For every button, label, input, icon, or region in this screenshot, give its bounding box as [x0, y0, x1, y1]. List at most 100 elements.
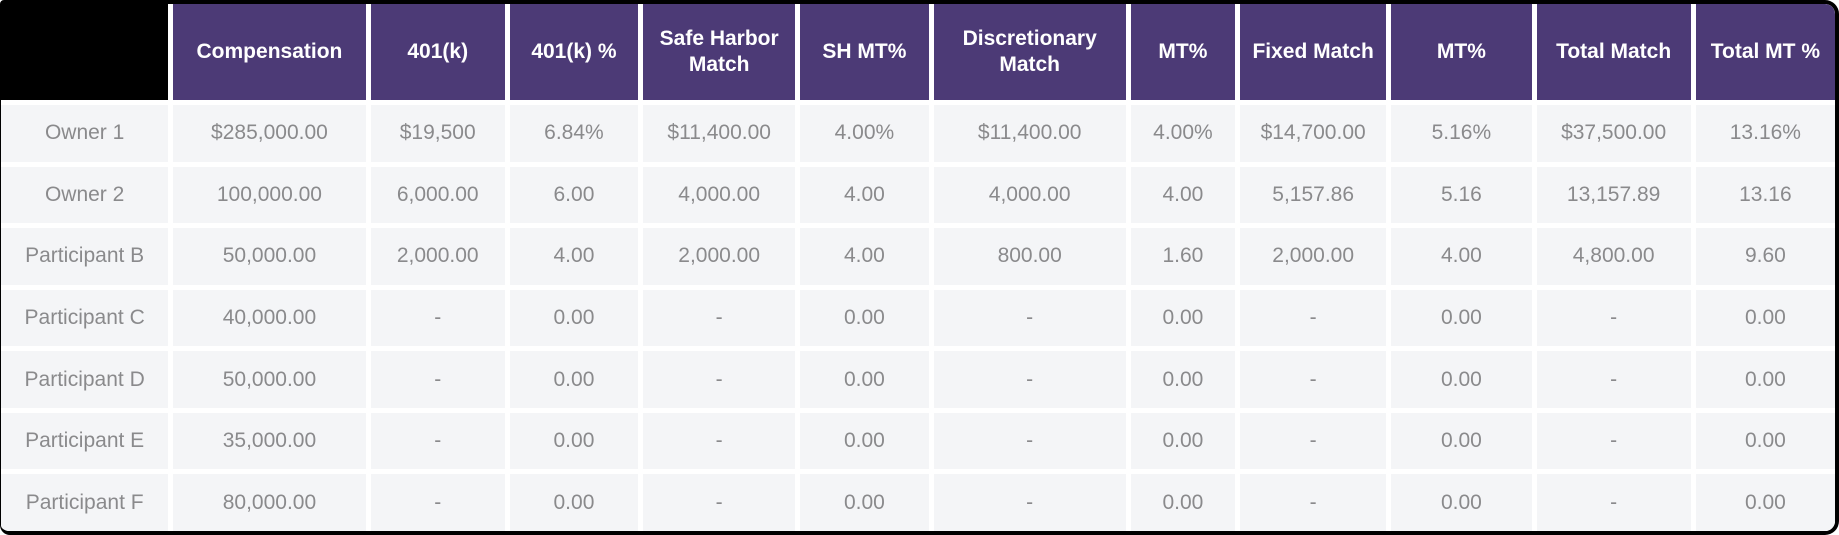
table-cell: 800.00 [933, 228, 1126, 285]
table-cell: - [933, 289, 1126, 347]
table-cell: 13.16% [1695, 105, 1835, 162]
table-row: Participant B 50,000.00 2,000.00 4.00 2,000.… [1, 228, 1835, 285]
column-header: Total Match [1536, 4, 1691, 100]
table-cell: 4.00% [800, 105, 929, 162]
column-header: Total MT % [1695, 4, 1835, 100]
table-cell: 0.00 [1130, 412, 1236, 470]
column-header: Compensation [173, 4, 366, 100]
table-cell: - [370, 351, 505, 408]
table-row: Owner 2 100,000.00 6,000.00 6.00 4,000.00 4.0… [1, 166, 1835, 224]
column-header: Discretionary Match [933, 4, 1126, 100]
table-cell: 0.00 [509, 289, 639, 347]
table-cell: - [370, 474, 505, 531]
table-header-row: Compensation 401(k) 401(k) % Safe Harbor Ma… [1, 4, 1835, 100]
table-cell: 0.00 [800, 412, 929, 470]
table-row: Participant C 40,000.00-0.00-0.00-0.00-0.… [1, 289, 1835, 347]
table-cell: 5,157.86 [1240, 166, 1387, 224]
table-cell: 9.60 [1695, 228, 1835, 285]
row-label: Participant B [1, 228, 169, 285]
table-cell: 100,000.00 [173, 166, 366, 224]
table-row: Owner 1 $285,000.00 $19,500 6.84% $11,400.00… [1, 105, 1835, 162]
column-header: 401(k) % [509, 4, 639, 100]
table-cell: 13,157.89 [1536, 166, 1691, 224]
table-cell: - [933, 474, 1126, 531]
table-cell: - [643, 412, 796, 470]
table-cell: $11,400.00 [643, 105, 796, 162]
table-cell: 6,000.00 [370, 166, 505, 224]
table-cell: 2,000.00 [370, 228, 505, 285]
table-cell: - [1240, 474, 1387, 531]
row-label: Participant D [1, 351, 169, 408]
table-cell: 4.00 [800, 228, 929, 285]
table-cell: - [1240, 289, 1387, 347]
table-cell: 50,000.00 [173, 351, 366, 408]
table-cell: - [1536, 289, 1691, 347]
table-cell: 4.00 [1130, 166, 1236, 224]
table-cell: - [1536, 351, 1691, 408]
column-header: 401(k) [370, 4, 505, 100]
table-cell: 13.16 [1695, 166, 1835, 224]
table-cell: $37,500.00 [1536, 105, 1691, 162]
match-calculation-table: Compensation 401(k) 401(k) % Safe Harbor Ma… [1, 4, 1835, 531]
table-cell: 0.00 [509, 474, 639, 531]
table-cell: - [643, 351, 796, 408]
table-row: Participant F 80,000.00-0.00-0.00-0.00-0.… [1, 474, 1835, 531]
table-cell: 0.00 [800, 351, 929, 408]
table-cell: 0.00 [800, 289, 929, 347]
table-cell: 0.00 [1130, 474, 1236, 531]
table-corner-cell [1, 4, 169, 100]
table-cell: $11,400.00 [933, 105, 1126, 162]
table-cell: $285,000.00 [173, 105, 366, 162]
table-cell: 5.16 [1391, 166, 1532, 224]
table-cell: $19,500 [370, 105, 505, 162]
table-cell: 0.00 [509, 412, 639, 470]
table-cell: 5.16% [1391, 105, 1532, 162]
table-cell: 4.00 [509, 228, 639, 285]
row-label: Participant C [1, 289, 169, 347]
table-cell: 0.00 [1391, 474, 1532, 531]
table-row: Participant E 35,000.00-0.00-0.00-0.00-0.… [1, 412, 1835, 470]
table-cell: 0.00 [1695, 289, 1835, 347]
row-label: Participant E [1, 412, 169, 470]
table-cell: 0.00 [800, 474, 929, 531]
table-row: Participant D 50,000.00-0.00-0.00-0.00-0.… [1, 351, 1835, 408]
column-header: Safe Harbor Match [643, 4, 796, 100]
table-cell: 0.00 [1695, 474, 1835, 531]
table-cell: - [933, 412, 1126, 470]
row-label: Participant F [1, 474, 169, 531]
table-cell: 2,000.00 [1240, 228, 1387, 285]
table-cell: - [933, 351, 1126, 408]
table-cell: 4.00% [1130, 105, 1236, 162]
table-cell: 40,000.00 [173, 289, 366, 347]
table-cell: 6.00 [509, 166, 639, 224]
column-header: MT% [1391, 4, 1532, 100]
table-cell: - [1240, 412, 1387, 470]
table-cell: - [643, 289, 796, 347]
table-cell: - [643, 474, 796, 531]
table-cell: 4,000.00 [933, 166, 1126, 224]
table-cell: 0.00 [1391, 351, 1532, 408]
table-cell: 4.00 [800, 166, 929, 224]
table-cell: 0.00 [1130, 289, 1236, 347]
column-header: Fixed Match [1240, 4, 1387, 100]
table-cell: 80,000.00 [173, 474, 366, 531]
table-cell: $14,700.00 [1240, 105, 1387, 162]
table-cell: - [1536, 474, 1691, 531]
table-cell: 0.00 [1695, 351, 1835, 408]
table-cell: 6.84% [509, 105, 639, 162]
table-cell: - [370, 412, 505, 470]
table-cell: 35,000.00 [173, 412, 366, 470]
table-cell: - [370, 289, 505, 347]
table-cell: 1.60 [1130, 228, 1236, 285]
table-cell: 0.00 [1391, 289, 1532, 347]
table-cell: 0.00 [1391, 412, 1532, 470]
table-cell: 50,000.00 [173, 228, 366, 285]
table-cell: 4,000.00 [643, 166, 796, 224]
table-cell: 4,800.00 [1536, 228, 1691, 285]
table-cell: - [1240, 351, 1387, 408]
row-label: Owner 2 [1, 166, 169, 224]
table-cell: 0.00 [1130, 351, 1236, 408]
table-cell: 2,000.00 [643, 228, 796, 285]
table-cell: 4.00 [1391, 228, 1532, 285]
